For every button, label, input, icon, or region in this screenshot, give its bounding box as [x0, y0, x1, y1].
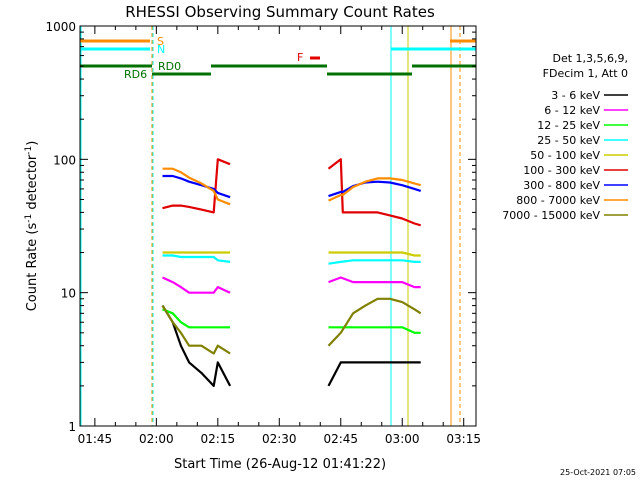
x-tick-label: 01:45 [78, 432, 113, 446]
series-layer [161, 158, 422, 387]
series-line-6-12-kev [162, 276, 231, 294]
chart-title: RHESSI Observing Summary Count Rates [125, 3, 435, 21]
y-axis-label-mid: detector [25, 154, 40, 214]
series-line-3-6-kev [327, 361, 421, 387]
x-tick-label: 03:15 [446, 432, 481, 446]
rd6-label: RD6 [124, 68, 147, 81]
legend-label: 12 - 25 keV [537, 119, 600, 132]
saa-label: S [157, 35, 164, 48]
series-line-12-25-kev [162, 308, 231, 329]
rd0-label: RD0 [158, 60, 181, 73]
legend-label: 3 - 6 keV [551, 89, 600, 102]
legend-label: 300 - 800 keV [523, 179, 600, 192]
legend-label: 6 - 12 keV [544, 104, 600, 117]
series-line-6-12-kev [328, 276, 421, 289]
y-tick-label: 10 [61, 287, 76, 301]
series-line-25-50-kev [328, 259, 421, 265]
legend-label: 25 - 50 keV [537, 134, 600, 147]
y-axis-label-end: ) [25, 141, 40, 146]
series-line-300-800-kev [328, 180, 422, 198]
x-tick-label: 02:45 [323, 432, 358, 446]
series-line-100-300-kev [327, 158, 422, 227]
legend-label: 7000 - 15000 keV [502, 209, 600, 222]
plot-frame [79, 25, 477, 427]
series-line-25-50-kev [162, 254, 231, 263]
x-tick-label: 02:00 [139, 432, 174, 446]
legend-header-line2: FDecim 1, Att 0 [543, 67, 628, 80]
legend-label: 800 - 7000 keV [516, 194, 600, 207]
series-line-800-7000-kev [328, 177, 422, 202]
series-line-7000-15000-kev [161, 305, 231, 355]
y-axis-label-sup1: -1 [24, 214, 34, 223]
night-label: N [157, 43, 165, 56]
y-axis-label-main: Count Rate (s [25, 223, 40, 312]
x-axis-label: Start Time (26-Aug-12 01:41:22) [174, 457, 386, 472]
series-line-7000-15000-kev [327, 297, 422, 347]
y-tick-label: 100 [53, 153, 76, 167]
legend-label: 50 - 100 keV [530, 149, 600, 162]
series-line-50-100-kev [328, 251, 421, 257]
series-line-3-6-kev [161, 305, 232, 387]
series-line-800-7000-kev [162, 167, 231, 206]
observing-overlays: SN F RD0 RD6 [80, 26, 476, 426]
x-tick-label: 02:15 [201, 432, 236, 446]
footer-timestamp: 25-Oct-2021 07:05 [560, 468, 636, 477]
y-tick-label: 1000 [45, 20, 76, 34]
x-tick-label: 03:00 [385, 432, 420, 446]
x-tick-label: 02:30 [262, 432, 297, 446]
y-axis-label-sup2: -1 [24, 146, 34, 155]
series-line-100-300-kev [162, 158, 231, 214]
legend-label: 100 - 300 keV [523, 164, 600, 177]
legend-header-line1: Det 1,3,5,6,9, [552, 52, 628, 65]
legend: Det 1,3,5,6,9, FDecim 1, Att 0 3 - 6 keV… [502, 52, 628, 222]
flare-label: F [297, 51, 303, 64]
series-line-300-800-kev [162, 174, 231, 199]
y-axis-label: Count Rate (s-1 detector-1) [24, 141, 40, 312]
y-tick-label: 1 [68, 420, 76, 434]
axes: 01:45 02:00 02:15 02:30 02:45 03:00 03:15 1 10 10… [45, 20, 481, 446]
